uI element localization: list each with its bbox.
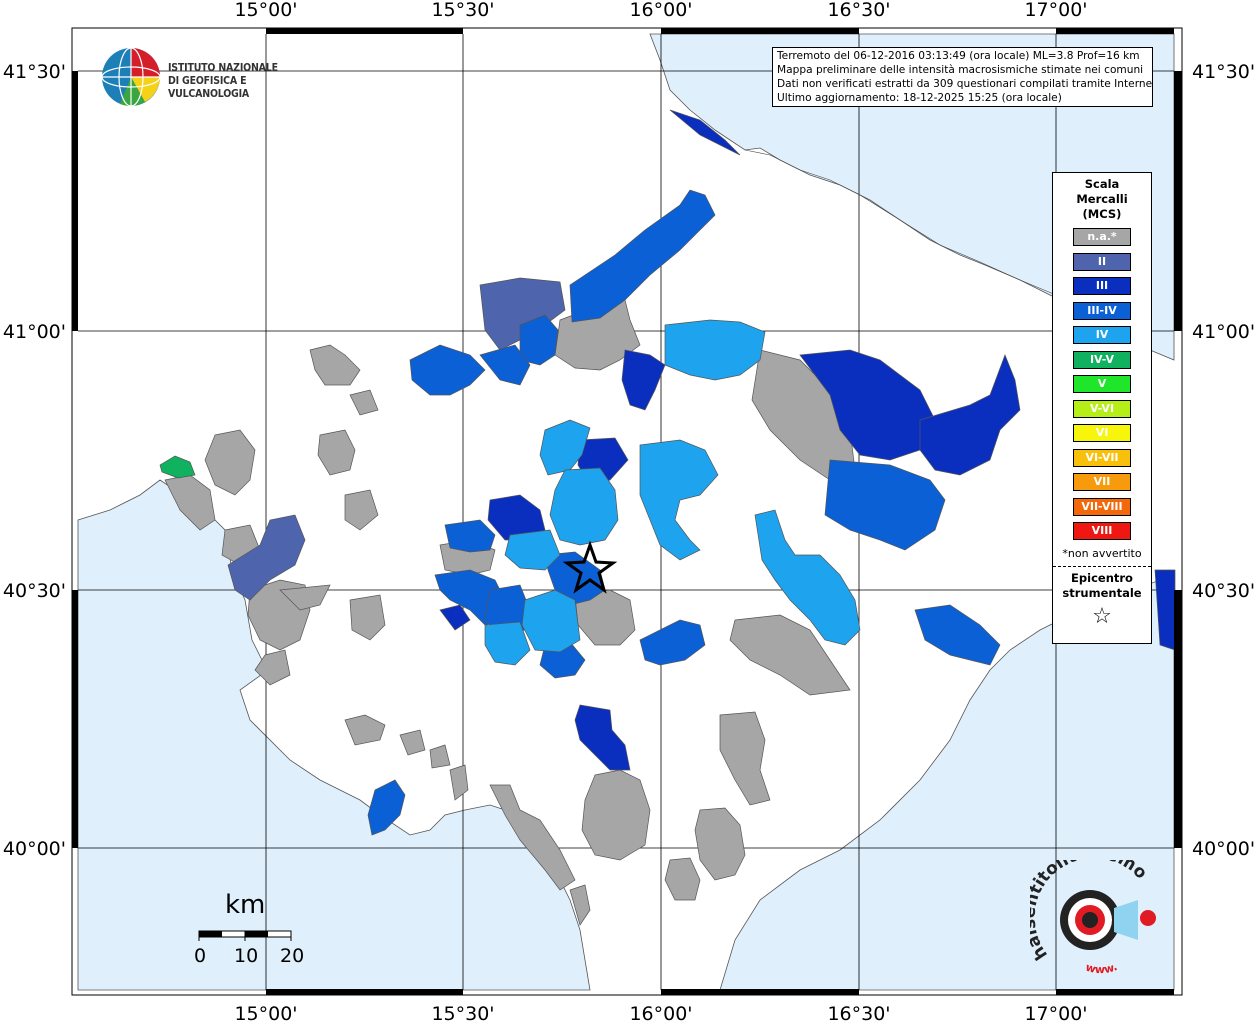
legend-swatch: III (1073, 277, 1131, 295)
svg-text:15°00': 15°00' (234, 0, 297, 21)
svg-text:41°30': 41°30' (3, 61, 66, 83)
legend-swatch: V-VI (1073, 399, 1131, 418)
svg-text:16°00': 16°00' (629, 0, 692, 21)
svg-text:16°30': 16°30' (827, 0, 890, 21)
svg-text:40°00': 40°00' (1192, 838, 1255, 860)
legend-row: VII-VIII (1053, 496, 1151, 521)
legend-note: *non avvertito (1062, 546, 1142, 560)
legend-row: IV (1053, 324, 1151, 349)
seismograph-logo-icon: haisentitoilterremoto.it www. (1019, 843, 1156, 976)
legend-row: n.a.* (1053, 226, 1151, 251)
legend-row: IV-V (1053, 349, 1151, 374)
sea-areas (77, 33, 1175, 991)
legend-swatch: VII (1073, 473, 1131, 491)
svg-text:15°30': 15°30' (431, 1003, 494, 1024)
legend-row: VII (1053, 471, 1151, 496)
logo-line-2: DI GEOFISICA E VULCANOLOGIA (168, 75, 250, 100)
svg-text:41°00': 41°00' (1192, 321, 1255, 343)
svg-text:40°30': 40°30' (3, 580, 66, 602)
svg-text:16°30': 16°30' (827, 1003, 890, 1024)
legend-separator (1053, 565, 1151, 567)
legend-epicenter-line-2: strumentale (1062, 585, 1142, 600)
intensity-legend: Scala Mercalli (MCS) n.a.* II III III-IV IV I… (1052, 172, 1152, 644)
legend-row: V-VI (1053, 398, 1151, 423)
legend-row: VI (1053, 422, 1151, 447)
legend-title-line-1: Scala (1084, 177, 1120, 191)
legend-swatch: VI-VII (1073, 448, 1131, 467)
legend-swatch: VIII (1073, 522, 1131, 540)
legend-row: VI-VII (1053, 447, 1151, 472)
scale-bar: km 0 10 20 (190, 890, 310, 970)
latitude-labels-left: 41°30' 41°00' 40°30' 40°00' (3, 61, 66, 860)
ingv-logo: ISTITUTO NAZIONALE DI GEOFISICA E VULCAN… (100, 46, 330, 110)
legend-swatch: VII-VIII (1073, 497, 1131, 516)
event-info-line-1: Terremoto del 06-12-2016 03:13:49 (ora l… (777, 50, 1140, 62)
haisentito-logo: haisentitoilterremoto.it www. (1019, 843, 1170, 980)
legend-swatch: III-IV (1073, 301, 1131, 320)
legend-swatch: IV-V (1073, 350, 1131, 369)
haisentito-logo-url: www. (1084, 960, 1119, 976)
event-info-line-3: Dati non verificati estratti da 309 ques… (777, 78, 1153, 90)
legend-swatch: V (1073, 375, 1131, 393)
latitude-labels-right: 41°30' 41°00' 40°30' 40°00' (1192, 61, 1255, 860)
legend-row: VIII (1053, 520, 1151, 545)
scale-label-10: 10 (234, 945, 259, 967)
coastline (744, 149, 1151, 346)
logo-line-1: ISTITUTO NAZIONALE (168, 62, 278, 74)
longitude-labels-bottom: 15°00' 15°30' 16°00' 16°30' 17°00' (234, 1003, 1087, 1024)
epicenter-star-marker[interactable] (562, 540, 618, 594)
scale-bar-graphic (198, 930, 292, 941)
svg-text:15°30': 15°30' (431, 0, 494, 21)
municipality-polygons (159, 109, 1176, 926)
event-info-box: Terremoto del 06-12-2016 03:13:49 (ora l… (772, 47, 1153, 107)
svg-text:17°00': 17°00' (1024, 1003, 1087, 1024)
svg-text:40°30': 40°30' (1192, 580, 1255, 602)
event-info-line-4: Ultimo aggiornamento: 18-12-2025 15:25 (… (777, 92, 1062, 104)
legend-title-line-2: Mercalli (1076, 192, 1128, 206)
legend-swatch: II (1073, 252, 1131, 271)
epicenter-star-icon: ☆ (1092, 603, 1112, 629)
svg-text:17°00': 17°00' (1024, 0, 1087, 21)
scale-label-0: 0 (194, 945, 207, 967)
svg-text:41°30': 41°30' (1192, 61, 1255, 83)
svg-text:16°00': 16°00' (629, 1003, 692, 1024)
legend-title-line-3: (MCS) (1082, 207, 1122, 221)
svg-text:41°00': 41°00' (3, 321, 66, 343)
legend-swatch: n.a.* (1073, 228, 1131, 246)
legend-swatch: VI (1073, 424, 1131, 442)
legend-row: III (1053, 275, 1151, 300)
map-frame (71, 27, 1183, 996)
scale-label-20: 20 (280, 945, 305, 967)
svg-text:15°00': 15°00' (234, 1003, 297, 1024)
globe-icon (101, 47, 161, 107)
longitude-labels-top: 15°00' 15°30' 16°00' 16°30' 17°00' (234, 0, 1087, 21)
legend-swatch: IV (1073, 326, 1131, 344)
legend-row: V (1053, 373, 1151, 398)
legend-row: III-IV (1053, 300, 1151, 325)
event-info-line-2: Mappa preliminare delle intensità macros… (777, 64, 1144, 76)
legend-row: II (1053, 251, 1151, 276)
legend-epicenter-line-1: Epicentro (1071, 570, 1133, 585)
scale-unit: km (225, 890, 266, 920)
svg-text:www.: www. (1084, 960, 1119, 976)
svg-text:40°00': 40°00' (3, 838, 66, 860)
